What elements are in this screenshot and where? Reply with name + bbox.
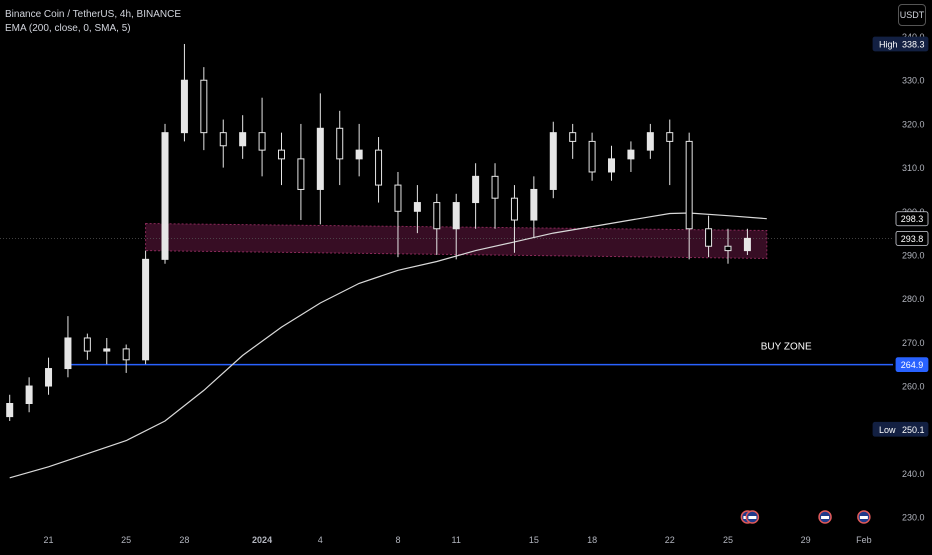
x-tick-label: 15: [529, 535, 539, 545]
chart-legend: Binance Coin / TetherUS, 4h, BINANCE EMA…: [5, 8, 181, 36]
x-tick-label: 18: [587, 535, 597, 545]
y-tick-label: 290.0: [902, 250, 925, 260]
badge-value: 338.3: [902, 39, 925, 49]
candle-19[interactable]: [375, 149, 383, 186]
candle-26[interactable]: [510, 197, 518, 221]
badge-prefix: Low: [879, 425, 896, 435]
x-tick-label: 25: [723, 535, 733, 545]
x-tick-label: 29: [801, 535, 811, 545]
candle-16[interactable]: [316, 127, 324, 190]
candle-15[interactable]: [297, 158, 305, 190]
badge-value: 250.1: [902, 425, 925, 435]
y-tick-label: 330.0: [902, 76, 925, 86]
x-tick-label: 11: [452, 535, 461, 545]
badge-prefix: High: [879, 39, 898, 49]
candle-17[interactable]: [336, 127, 344, 160]
currency-button[interactable]: USDT: [898, 4, 926, 26]
candle-10[interactable]: [200, 79, 208, 134]
candle-4[interactable]: [83, 337, 91, 352]
candle-3[interactable]: [64, 337, 72, 370]
candle-9[interactable]: [180, 79, 188, 134]
candle-37[interactable]: [724, 245, 732, 252]
y-tick-label: 270.0: [902, 338, 925, 348]
x-tick-label: 25: [121, 535, 131, 545]
price-badge-0: [872, 36, 929, 52]
price-badge-4: [872, 421, 929, 437]
x-tick-label: 22: [665, 535, 675, 545]
badge-value: 293.8: [901, 234, 924, 244]
candle-12[interactable]: [239, 132, 247, 147]
candle-30[interactable]: [588, 140, 596, 173]
x-tick-label: 8: [395, 535, 400, 545]
candle-34[interactable]: [666, 132, 674, 142]
candle-18[interactable]: [355, 149, 363, 160]
price-badge-2: [895, 230, 929, 246]
y-tick-label: 280.0: [902, 294, 925, 304]
candle-11[interactable]: [219, 132, 227, 147]
candle-29[interactable]: [569, 132, 577, 142]
ema-200-line[interactable]: [9, 212, 767, 479]
candle-13[interactable]: [258, 132, 266, 151]
candle-25[interactable]: [491, 175, 499, 199]
badge-value: 264.9: [901, 360, 924, 370]
candle-28[interactable]: [549, 132, 557, 190]
candle-1[interactable]: [25, 385, 33, 404]
x-tick-label: 28: [179, 535, 189, 545]
price-badge-1: [895, 211, 929, 227]
x-tick-label: Feb: [856, 535, 872, 545]
candle-36[interactable]: [705, 228, 713, 247]
candle-21[interactable]: [413, 202, 421, 212]
candle-23[interactable]: [452, 202, 460, 230]
buy-zone-label: BUY ZONE: [761, 342, 812, 353]
symbol-title[interactable]: Binance Coin / TetherUS, 4h, BINANCE: [5, 9, 182, 20]
candle-38[interactable]: [743, 237, 751, 252]
y-tick-label: 320.0: [902, 119, 925, 129]
candle-24[interactable]: [472, 175, 480, 204]
y-tick-label: 230.0: [902, 513, 925, 523]
candle-2[interactable]: [45, 368, 53, 387]
candle-8[interactable]: [161, 132, 169, 260]
candle-31[interactable]: [608, 158, 616, 173]
y-tick-label: 310.0: [902, 163, 925, 173]
indicator-label[interactable]: EMA (200, close, 0, SMA, 5): [5, 23, 131, 34]
candle-27[interactable]: [530, 188, 538, 221]
event-flag-icon[interactable]: [818, 510, 832, 524]
candle-14[interactable]: [277, 149, 285, 160]
candle-33[interactable]: [646, 132, 654, 151]
candle-22[interactable]: [433, 202, 441, 230]
x-tick-label: 2024: [252, 535, 272, 545]
y-tick-label: 240.0: [902, 469, 925, 479]
badge-value: 298.3: [901, 214, 924, 224]
candle-0[interactable]: [6, 403, 14, 418]
x-tick-label: 21: [44, 535, 54, 545]
candle-35[interactable]: [685, 140, 693, 230]
candle-5[interactable]: [103, 348, 111, 352]
candle-7[interactable]: [142, 258, 150, 361]
price-badge-3: [895, 357, 929, 373]
candle-6[interactable]: [122, 348, 130, 361]
candle-32[interactable]: [627, 149, 635, 160]
x-tick-label: 4: [318, 535, 323, 545]
event-flag-icon[interactable]: [740, 510, 760, 524]
event-flag-icon[interactable]: [857, 510, 871, 524]
y-tick-label: 260.0: [902, 382, 925, 392]
candle-20[interactable]: [394, 184, 402, 212]
